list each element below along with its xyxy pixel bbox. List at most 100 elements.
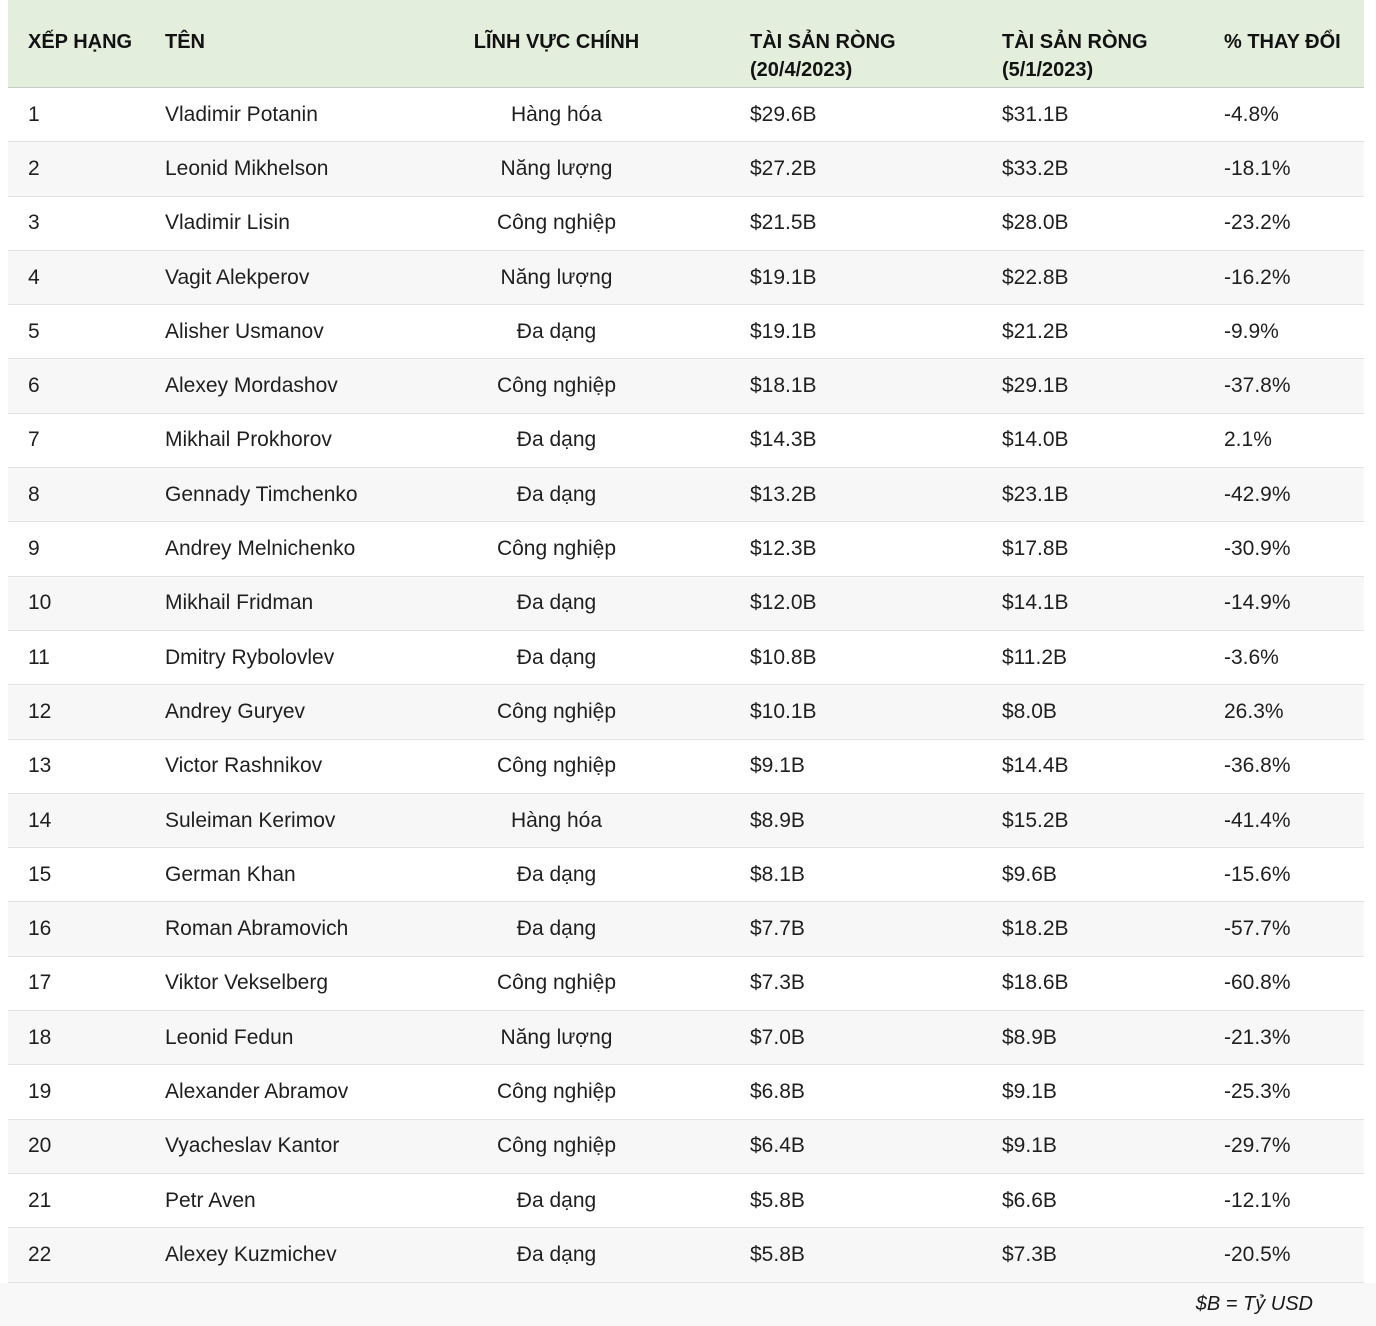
networth-apr-cell: $19.1B (750, 265, 817, 289)
rank-cell: 20 (28, 1134, 52, 1158)
column-header-networth-apr-line1: TÀI SẢN RÒNG (750, 31, 896, 53)
rank-cell: 16 (28, 917, 52, 941)
table-footnote: $B = Tỷ USD (0, 1282, 1376, 1326)
table-row: 20 Vyacheslav Kantor Công nghiệp $6.4B $… (8, 1119, 1364, 1174)
networth-apr-cell: $6.8B (750, 1079, 805, 1103)
rank-cell: 8 (28, 482, 40, 506)
table-row: 10 Mikhail Fridman Đa dạng $12.0B $14.1B… (8, 576, 1364, 631)
networth-apr-cell: $29.6B (750, 102, 817, 126)
name-cell: Victor Rashnikov (165, 754, 323, 778)
sector-cell: Đa dạng (516, 319, 597, 343)
networth-apr-cell: $12.0B (750, 591, 817, 615)
table-row: 6 Alexey Mordashov Công nghiệp $18.1B $2… (8, 359, 1364, 414)
networth-apr-cell: $8.9B (750, 808, 805, 832)
table-row: 4 Vagit Alekperov Năng lượng $19.1B $22.… (8, 250, 1364, 306)
table-row: 9 Andrey Melnichenko Công nghiệp $12.3B … (8, 522, 1364, 577)
change-cell: -21.3% (1224, 1025, 1291, 1049)
table-row: 15 German Khan Đa dạng $8.1B $9.6B -15.6… (8, 848, 1364, 903)
change-cell: -37.8% (1224, 374, 1291, 398)
column-header-name: TÊN (165, 31, 205, 53)
networth-jan-cell: $6.6B (1002, 1188, 1057, 1212)
rank-cell: 9 (28, 537, 40, 561)
table-header-row: XẾP HẠNG TÊN LĨNH VỰC CHÍNH TÀI SẢN RÒNG… (8, 0, 1364, 88)
name-cell: Andrey Melnichenko (165, 537, 356, 561)
networth-jan-cell: $9.1B (1002, 1134, 1057, 1158)
networth-jan-cell: $18.6B (1002, 971, 1069, 995)
table-row: 7 Mikhail Prokhorov Đa dạng $14.3B $14.0… (8, 413, 1364, 469)
rank-cell: 22 (28, 1242, 52, 1266)
change-cell: -16.2% (1224, 265, 1291, 289)
column-header-rank: XẾP HẠNG (28, 31, 133, 53)
sector-cell: Công nghiệp (496, 374, 617, 398)
networth-jan-cell: $28.0B (1002, 211, 1069, 235)
name-cell: Dmitry Rybolovlev (165, 645, 335, 669)
sector-cell: Công nghiệp (496, 699, 617, 723)
name-cell: Vladimir Potanin (165, 102, 318, 126)
change-cell: -42.9% (1224, 482, 1291, 506)
networth-jan-cell: $14.4B (1002, 754, 1069, 778)
change-cell: 26.3% (1224, 699, 1284, 723)
sector-cell: Đa dạng (516, 645, 597, 669)
table-row: 16 Roman Abramovich Đa dạng $7.7B $18.2B… (8, 902, 1364, 957)
table-row: 11 Dmitry Rybolovlev Đa dạng $10.8B $11.… (8, 630, 1364, 686)
networth-apr-cell: $6.4B (750, 1134, 805, 1158)
table-row: 14 Suleiman Kerimov Hàng hóa $8.9B $15.2… (8, 793, 1364, 849)
rank-cell: 6 (28, 374, 40, 398)
table-body: 1 Vladimir Potanin Hàng hóa $29.6B $31.1… (8, 88, 1364, 1283)
table-row: 3 Vladimir Lisin Công nghiệp $21.5B $28.… (8, 196, 1364, 251)
networth-jan-cell: $11.2B (1002, 645, 1067, 669)
name-cell: Petr Aven (165, 1188, 256, 1212)
rank-cell: 14 (28, 808, 52, 832)
change-cell: -57.7% (1224, 917, 1291, 941)
name-cell: Roman Abramovich (165, 917, 349, 941)
networth-jan-cell: $14.0B (1002, 428, 1069, 452)
networth-apr-cell: $14.3B (750, 428, 817, 452)
sector-cell: Đa dạng (516, 917, 597, 941)
column-header-change: % THAY ĐỔI (1224, 31, 1341, 53)
networth-apr-cell: $13.2B (750, 482, 817, 506)
name-cell: Gennady Timchenko (165, 482, 358, 506)
table-row: 8 Gennady Timchenko Đa dạng $13.2B $23.1… (8, 468, 1364, 523)
change-cell: -23.2% (1224, 211, 1291, 235)
rank-cell: 5 (28, 319, 40, 343)
table-row: 12 Andrey Guryev Công nghiệp $10.1B $8.0… (8, 685, 1364, 740)
sector-cell: Hàng hóa (510, 102, 603, 126)
sector-cell: Đa dạng (516, 1242, 597, 1266)
column-header-networth-jan-line2: (5/1/2023) (1002, 59, 1094, 81)
sector-cell: Công nghiệp (496, 971, 617, 995)
sector-cell: Đa dạng (516, 591, 597, 615)
change-cell: -9.9% (1224, 319, 1279, 343)
rank-cell: 12 (28, 699, 52, 723)
sector-cell: Công nghiệp (496, 754, 617, 778)
networth-apr-cell: $5.8B (750, 1188, 805, 1212)
rank-cell: 10 (28, 591, 52, 615)
table-row: 2 Leonid Mikhelson Năng lượng $27.2B $33… (8, 142, 1364, 197)
networth-jan-cell: $14.1B (1002, 591, 1069, 615)
sector-cell: Hàng hóa (510, 808, 603, 832)
change-cell: -41.4% (1224, 808, 1291, 832)
name-cell: Suleiman Kerimov (165, 808, 336, 832)
column-header-networth-jan: TÀI SẢN RÒNG (5/1/2023) (922, 28, 1174, 87)
sector-cell: Đa dạng (516, 428, 597, 452)
sector-cell: Công nghiệp (496, 1134, 617, 1158)
name-cell: Alexey Kuzmichev (165, 1242, 337, 1266)
name-cell: German Khan (165, 862, 296, 886)
sector-cell: Đa dạng (516, 862, 597, 886)
table-row: 19 Alexander Abramov Công nghiệp $6.8B $… (8, 1065, 1364, 1120)
networth-apr-cell: $12.3B (750, 537, 817, 561)
networth-apr-cell: $7.0B (750, 1025, 805, 1049)
rank-cell: 19 (28, 1079, 52, 1103)
name-cell: Alisher Usmanov (165, 319, 324, 343)
name-cell: Leonid Mikhelson (165, 156, 329, 180)
networth-jan-cell: $22.8B (1002, 265, 1069, 289)
name-cell: Vladimir Lisin (165, 211, 290, 235)
column-header-sector: LĨNH VỰC CHÍNH (473, 31, 640, 53)
networth-jan-cell: $23.1B (1002, 482, 1069, 506)
sector-cell: Năng lượng (500, 1025, 613, 1049)
table-row: 5 Alisher Usmanov Đa dạng $19.1B $21.2B … (8, 305, 1364, 360)
change-cell: -15.6% (1224, 862, 1291, 886)
networth-jan-cell: $17.8B (1002, 537, 1069, 561)
name-cell: Andrey Guryev (165, 699, 306, 723)
networth-jan-cell: $33.2B (1002, 156, 1069, 180)
networth-jan-cell: $31.1B (1002, 102, 1069, 126)
